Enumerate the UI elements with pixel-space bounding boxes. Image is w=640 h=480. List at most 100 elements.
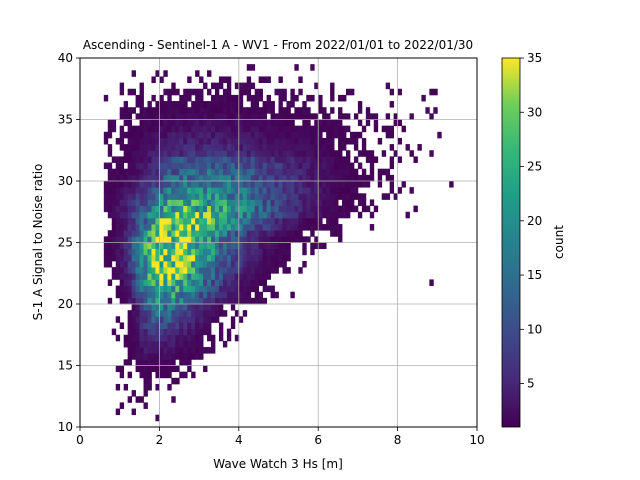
heatmap-cell [135, 217, 140, 225]
heatmap-cell [179, 310, 184, 317]
heatmap-cell [298, 205, 303, 213]
heatmap-cell [266, 94, 271, 102]
heatmap-cell [226, 193, 232, 200]
heatmap-cell [115, 187, 121, 194]
heatmap-cell [187, 113, 192, 120]
heatmap-cell [270, 144, 275, 151]
heatmap-cell [199, 328, 204, 336]
heatmap-cell [397, 137, 402, 145]
heatmap-cell [175, 273, 180, 280]
heatmap-cell [183, 181, 188, 188]
heatmap-cell [286, 174, 291, 182]
heatmap-cell [139, 168, 144, 176]
heatmap-cell [151, 193, 156, 200]
heatmap-cell [139, 304, 144, 311]
heatmap-cell [143, 254, 148, 262]
colorbar-tick-label: 30 [527, 105, 542, 119]
heatmap-cell [278, 131, 283, 139]
heatmap-cell [147, 273, 152, 280]
heatmap-cell [127, 150, 133, 157]
heatmap-cell [123, 254, 129, 262]
heatmap-cell [258, 297, 264, 305]
heatmap-cell [290, 224, 295, 231]
heatmap-cell [195, 353, 200, 360]
heatmap-cell [258, 254, 264, 262]
heatmap-cell [294, 168, 299, 176]
heatmap-cell [250, 119, 256, 127]
heatmap-cell [111, 119, 117, 127]
heatmap-cell [135, 267, 140, 274]
heatmap-cell [195, 88, 200, 96]
heatmap-cell [266, 193, 271, 200]
heatmap-cell [357, 211, 363, 219]
heatmap-cell [242, 248, 248, 256]
heatmap-cell [222, 156, 228, 163]
heatmap-cell [326, 217, 331, 225]
heatmap-cell [103, 181, 109, 188]
heatmap-cell [274, 113, 279, 120]
heatmap-cell [203, 267, 208, 274]
heatmap-cell [143, 131, 148, 139]
heatmap-cell [270, 113, 275, 120]
heatmap-cell [207, 267, 212, 274]
heatmap-cell [195, 193, 200, 200]
heatmap-cell [226, 113, 232, 120]
heatmap-cell [278, 217, 283, 225]
heatmap-cell [107, 230, 113, 237]
heatmap-cell [282, 174, 287, 182]
heatmap-cell [151, 347, 156, 354]
heatmap-cell [230, 248, 236, 256]
heatmap-cell [353, 156, 359, 163]
heatmap-cell [270, 193, 275, 200]
heatmap-cell [135, 297, 140, 305]
heatmap-cell [345, 199, 351, 206]
heatmap-cell [290, 181, 295, 188]
heatmap-cell [195, 304, 200, 311]
heatmap-cell [207, 187, 212, 194]
heatmap-cell [143, 137, 148, 145]
heatmap-cell [211, 230, 216, 237]
heatmap-cell [123, 150, 129, 157]
heatmap-cell [175, 224, 180, 231]
heatmap-cell [238, 230, 244, 237]
heatmap-cell [262, 101, 267, 108]
heatmap-cell [326, 119, 331, 127]
heatmap-cell [234, 273, 240, 280]
heatmap-cell [230, 137, 236, 145]
heatmap-cell [234, 125, 240, 133]
heatmap-cell [290, 174, 295, 182]
heatmap-cell [195, 168, 200, 176]
heatmap-cell [393, 113, 398, 120]
heatmap-cell [214, 279, 220, 286]
heatmap-cell [127, 396, 133, 403]
y-tick-label: 40 [58, 51, 73, 65]
heatmap-cell [361, 205, 367, 213]
heatmap-cell [230, 94, 236, 102]
heatmap-cell [330, 94, 335, 102]
heatmap-cell [349, 168, 355, 176]
heatmap-cell [135, 193, 140, 200]
heatmap-cell [155, 371, 160, 379]
heatmap-cell [167, 260, 172, 268]
heatmap-cell [167, 125, 172, 133]
heatmap-cell [246, 260, 252, 268]
heatmap-cell [147, 125, 152, 133]
heatmap-cell [131, 260, 136, 268]
heatmap-cell [191, 340, 196, 348]
heatmap-cell [207, 254, 212, 262]
heatmap-cell [107, 205, 113, 213]
heatmap-cell [127, 131, 133, 139]
heatmap-cell [286, 131, 291, 139]
heatmap-cell [326, 150, 331, 157]
heatmap-cell [207, 248, 212, 256]
heatmap-cell [191, 113, 196, 120]
heatmap-cell [203, 273, 208, 280]
heatmap-cell [163, 254, 168, 262]
heatmap-cell [310, 174, 315, 182]
heatmap-cell [401, 125, 406, 133]
heatmap-cell [385, 82, 391, 90]
heatmap-cell [131, 156, 136, 163]
heatmap-cell [342, 193, 347, 200]
heatmap-cell [262, 273, 267, 280]
heatmap-cell [330, 211, 335, 219]
